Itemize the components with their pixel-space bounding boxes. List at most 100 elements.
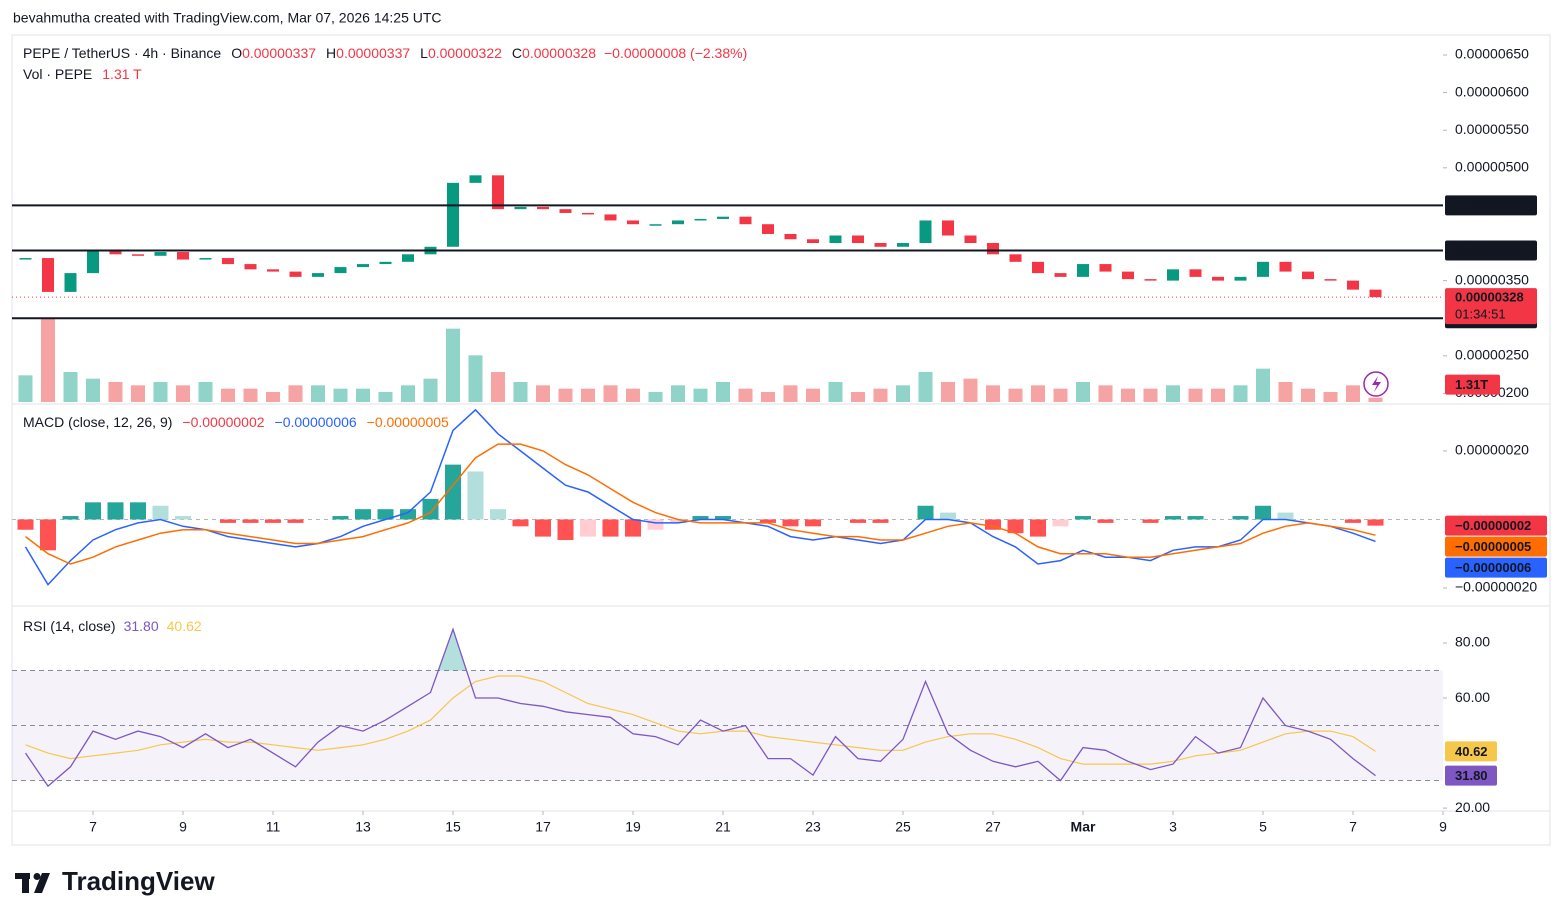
candle-body [739,216,752,225]
histogram-bar [1142,519,1159,523]
volume-bar [1368,397,1383,402]
y-tick-label: −0.00000020 [1455,579,1537,595]
volume-bar [63,372,78,402]
candle-body [784,233,797,240]
histogram-bar [175,516,191,520]
candle-body [604,214,617,221]
x-tick-label: 17 [535,819,551,835]
candle-body [177,252,189,260]
volume-bar [108,382,123,402]
legend-item: PEPE / TetherUS · 4h · Binance [23,45,221,61]
histogram-bar [62,516,79,520]
legend-item: −0.00000002 [182,414,264,430]
y-tick-label: 0.00000600 [1455,83,1529,99]
volume-bar [1053,388,1068,402]
histogram-bar [670,519,686,523]
volume-bar [806,388,820,402]
candle-body [537,206,549,210]
candle-body [897,243,909,247]
histogram-bar [782,519,799,527]
logo-part [22,873,29,893]
y-tick-label: 0.00000500 [1455,159,1529,175]
histogram-bar [535,519,551,537]
logo-part [34,873,50,893]
volume-bar [1301,388,1315,402]
brand: TradingView [62,866,215,896]
current-price-box [1445,288,1537,325]
x-tick-label: 7 [1349,819,1357,835]
volume-bar [1346,385,1360,402]
histogram-bar [40,519,56,551]
histogram-bar [400,509,416,520]
x-tick-label: 23 [805,819,821,835]
candle-body [222,258,234,265]
histogram-bar [152,505,169,520]
histogram-bar [850,519,866,523]
legend-item: 40.62 [167,618,202,634]
histogram-bar [1277,512,1294,520]
histogram-bar [1097,519,1114,523]
candle-body [64,273,77,292]
histogram-bar [805,519,821,527]
volume-bar [963,378,978,402]
volume-bar [401,385,415,402]
candle-body [87,250,99,274]
histogram-bar [985,519,1001,530]
last-value-label: −0.00000006 [1455,560,1531,575]
x-tick-label: 13 [355,819,371,835]
y-tick-label: 60.00 [1455,689,1490,705]
histogram-bar [1030,519,1046,537]
candle-body [1099,264,1112,272]
candle-body [1212,276,1224,281]
y-tick-label: 0.00000250 [1455,347,1529,363]
x-tick-label: 15 [445,819,461,835]
histogram-bar [1007,519,1024,534]
rsi-line [24,627,1376,788]
candle-body [1054,273,1067,277]
candle-body [1009,254,1022,262]
legend-item: 0.00000337 [336,45,410,61]
brand-logo [15,873,50,893]
x-tick-label: 9 [179,819,187,835]
histogram-bar [107,502,124,520]
volume-bar [288,385,303,402]
histogram-bar [580,519,596,537]
x-tick-label: 3 [1169,819,1177,835]
volume-bar [761,392,775,402]
y-tick-label: 20.00 [1455,799,1490,815]
volume-bar [1323,392,1338,402]
candle-body [1302,271,1314,280]
volume-bar [648,392,663,402]
histogram-bar [130,502,146,520]
candle-body [514,206,527,210]
candle-body [559,209,572,213]
last-value-label: 40.62 [1455,744,1488,759]
candle-body [1369,289,1382,298]
candle-body [582,212,594,215]
macd-line [25,443,1376,565]
volume-bar [1233,385,1248,402]
candle-body [852,235,864,244]
histogram-bar [1367,519,1384,526]
volume-bar [738,388,753,402]
volume-bar [1076,382,1090,402]
volume-bar [536,385,550,402]
x-tick-label: 5 [1259,819,1267,835]
candle-body [694,218,707,221]
histogram-bar [872,519,889,523]
last-value-label: −0.00000002 [1455,518,1531,533]
candle-body [627,220,639,225]
volume-bar [1188,388,1203,402]
histogram-bar [647,519,664,530]
legend-item: 1.31 T [102,66,142,82]
histogram-bar [1165,516,1181,520]
countdown-label: 01:34:51 [1455,307,1506,322]
legend-item: −0.00000008 (−2.38%) [604,45,747,61]
legend-item: MACD (close, 12, 26, 9) [23,414,172,430]
histogram-bar [1345,519,1361,523]
last-value-label-box [1445,765,1497,786]
level-label-box [1445,195,1537,216]
histogram-bar [467,471,484,520]
candle-body [717,216,729,219]
